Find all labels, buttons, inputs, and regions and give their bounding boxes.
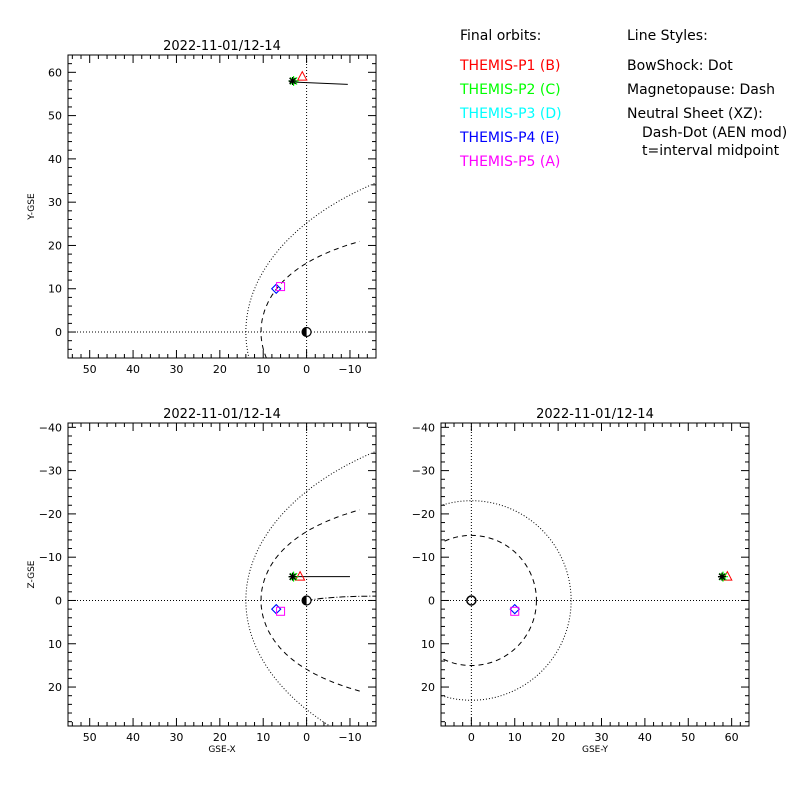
plot-content <box>441 423 749 726</box>
magnetopause-cross-section <box>441 534 537 667</box>
x-axis-label: GSE-Y <box>582 745 609 755</box>
midpoint-asterisk <box>288 76 297 85</box>
x-tick-label: 40 <box>638 731 652 744</box>
legend-orbits-header: Final orbits: <box>460 28 541 44</box>
legend-style-dashdot: Dash-Dot (AEN mod) <box>642 125 787 141</box>
x-tick-label: 60 <box>725 731 739 744</box>
legend-style-neutral-sheet: Neutral Sheet (XZ): <box>627 106 763 122</box>
midpoint-asterisk <box>288 572 297 581</box>
y-tick-label: 0 <box>55 326 62 339</box>
probe-marker-themis-p5-a <box>276 606 286 616</box>
y-tick-label: −30 <box>412 465 435 478</box>
x-tick-label: 50 <box>83 363 97 376</box>
midpoint-asterisk <box>717 572 726 581</box>
orbit-track-segment <box>289 81 348 85</box>
y-tick-label: −20 <box>39 508 62 521</box>
legend-probe-p4: THEMIS-P4 (E) <box>459 130 560 146</box>
x-tick-label: 20 <box>213 731 227 744</box>
y-axis-label: Z-GSE <box>27 560 37 588</box>
y-tick-label: −40 <box>412 421 435 434</box>
y-tick-label: 30 <box>48 196 62 209</box>
x-tick-label: 40 <box>126 731 140 744</box>
x-tick-label: 40 <box>126 363 140 376</box>
y-tick-label: −40 <box>39 421 62 434</box>
y-tick-label: 20 <box>421 681 435 694</box>
x-tick-label: 20 <box>213 363 227 376</box>
plot-frame <box>440 422 750 727</box>
panel-title: 2022-11-01/12-14 <box>536 407 654 422</box>
y-tick-label: 20 <box>48 681 62 694</box>
plot-frame <box>67 54 377 359</box>
probe-marker-themis-p5-a <box>276 282 286 292</box>
y-tick-label: 60 <box>48 66 62 79</box>
legend-probe-p1: THEMIS-P1 (B) <box>459 58 560 74</box>
y-tick-label: 0 <box>428 594 435 607</box>
y-tick-label: 10 <box>48 283 62 296</box>
plot-content <box>68 55 376 358</box>
probe-marker-themis-p5-a <box>510 606 520 616</box>
legend-styles-header: Line Styles: <box>627 28 708 44</box>
x-tick-label: 0 <box>468 731 475 744</box>
bow-shock-cross-section <box>441 500 572 701</box>
legend-probe-p3: THEMIS-P3 (D) <box>459 106 562 122</box>
y-axis-label: Y-GSE <box>27 193 37 221</box>
legend-style-bowshock: BowShock: Dot <box>627 58 733 74</box>
y-tick-label: 10 <box>48 638 62 651</box>
probe-marker-themis-p3-d <box>509 603 520 615</box>
legend-style-magnetopause: Magnetopause: Dash <box>627 82 775 98</box>
y-tick-label: −20 <box>412 508 435 521</box>
x-tick-label: 10 <box>256 731 270 744</box>
y-tick-label: 0 <box>55 594 62 607</box>
x-tick-label: 20 <box>551 731 565 744</box>
y-tick-label: −10 <box>39 551 62 564</box>
x-tick-label: 50 <box>83 731 97 744</box>
x-tick-label: −10 <box>338 731 361 744</box>
legend: Final orbits: Line Styles: THEMIS-P1 (B)… <box>459 28 787 170</box>
neutral-sheet-curve <box>306 595 376 601</box>
y-tick-label: 40 <box>48 153 62 166</box>
x-tick-label: 0 <box>303 363 310 376</box>
probe-marker-themis-p1-b <box>294 570 306 581</box>
earth-night-side <box>302 595 307 605</box>
y-tick-label: −30 <box>39 465 62 478</box>
y-tick-label: 20 <box>48 239 62 252</box>
x-tick-label: 30 <box>169 363 183 376</box>
probe-marker-themis-p1-b <box>721 570 733 581</box>
x-tick-label: 10 <box>256 363 270 376</box>
y-tick-label: 10 <box>421 638 435 651</box>
y-tick-label: −10 <box>412 551 435 564</box>
earth-symbol <box>466 595 477 606</box>
x-tick-label: 50 <box>681 731 695 744</box>
xy-plane-panel: 2022-11-01/12-14 50 40 30 20 10 0 −10 0 10 20 30 40 5… <box>27 39 377 376</box>
legend-probe-p2: THEMIS-P2 (C) <box>459 82 561 98</box>
x-tick-label: 30 <box>595 731 609 744</box>
xz-plane-panel: 2022-11-01/12-14 50 40 30 20 10 0 −10 20 10 0 −10 −2… <box>27 407 377 755</box>
magnetopause-curve <box>260 240 360 358</box>
legend-probe-p5: THEMIS-P5 (A) <box>459 154 560 170</box>
legend-style-midpoint: t=interval midpoint <box>642 143 780 159</box>
x-axis-label: GSE-X <box>208 745 235 755</box>
probe-marker-themis-p1-b <box>296 70 308 81</box>
x-tick-label: 10 <box>508 731 522 744</box>
x-tick-label: 0 <box>303 731 310 744</box>
panel-title: 2022-11-01/12-14 <box>163 39 281 54</box>
magnetopause-curve <box>260 509 360 692</box>
x-tick-label: −10 <box>338 363 361 376</box>
x-tick-label: 30 <box>169 731 183 744</box>
y-tick-label: 50 <box>48 110 62 123</box>
panel-title: 2022-11-01/12-14 <box>163 407 281 422</box>
earth-night-side <box>302 327 307 337</box>
probe-marker-themis-p4-e <box>509 603 520 615</box>
yz-plane-panel: 2022-11-01/12-14 0 10 20 30 40 50 60 20 10 0 −10 −20… <box>412 407 750 755</box>
plot-content <box>68 423 376 726</box>
probe-marker-themis-p4-e <box>271 283 282 294</box>
